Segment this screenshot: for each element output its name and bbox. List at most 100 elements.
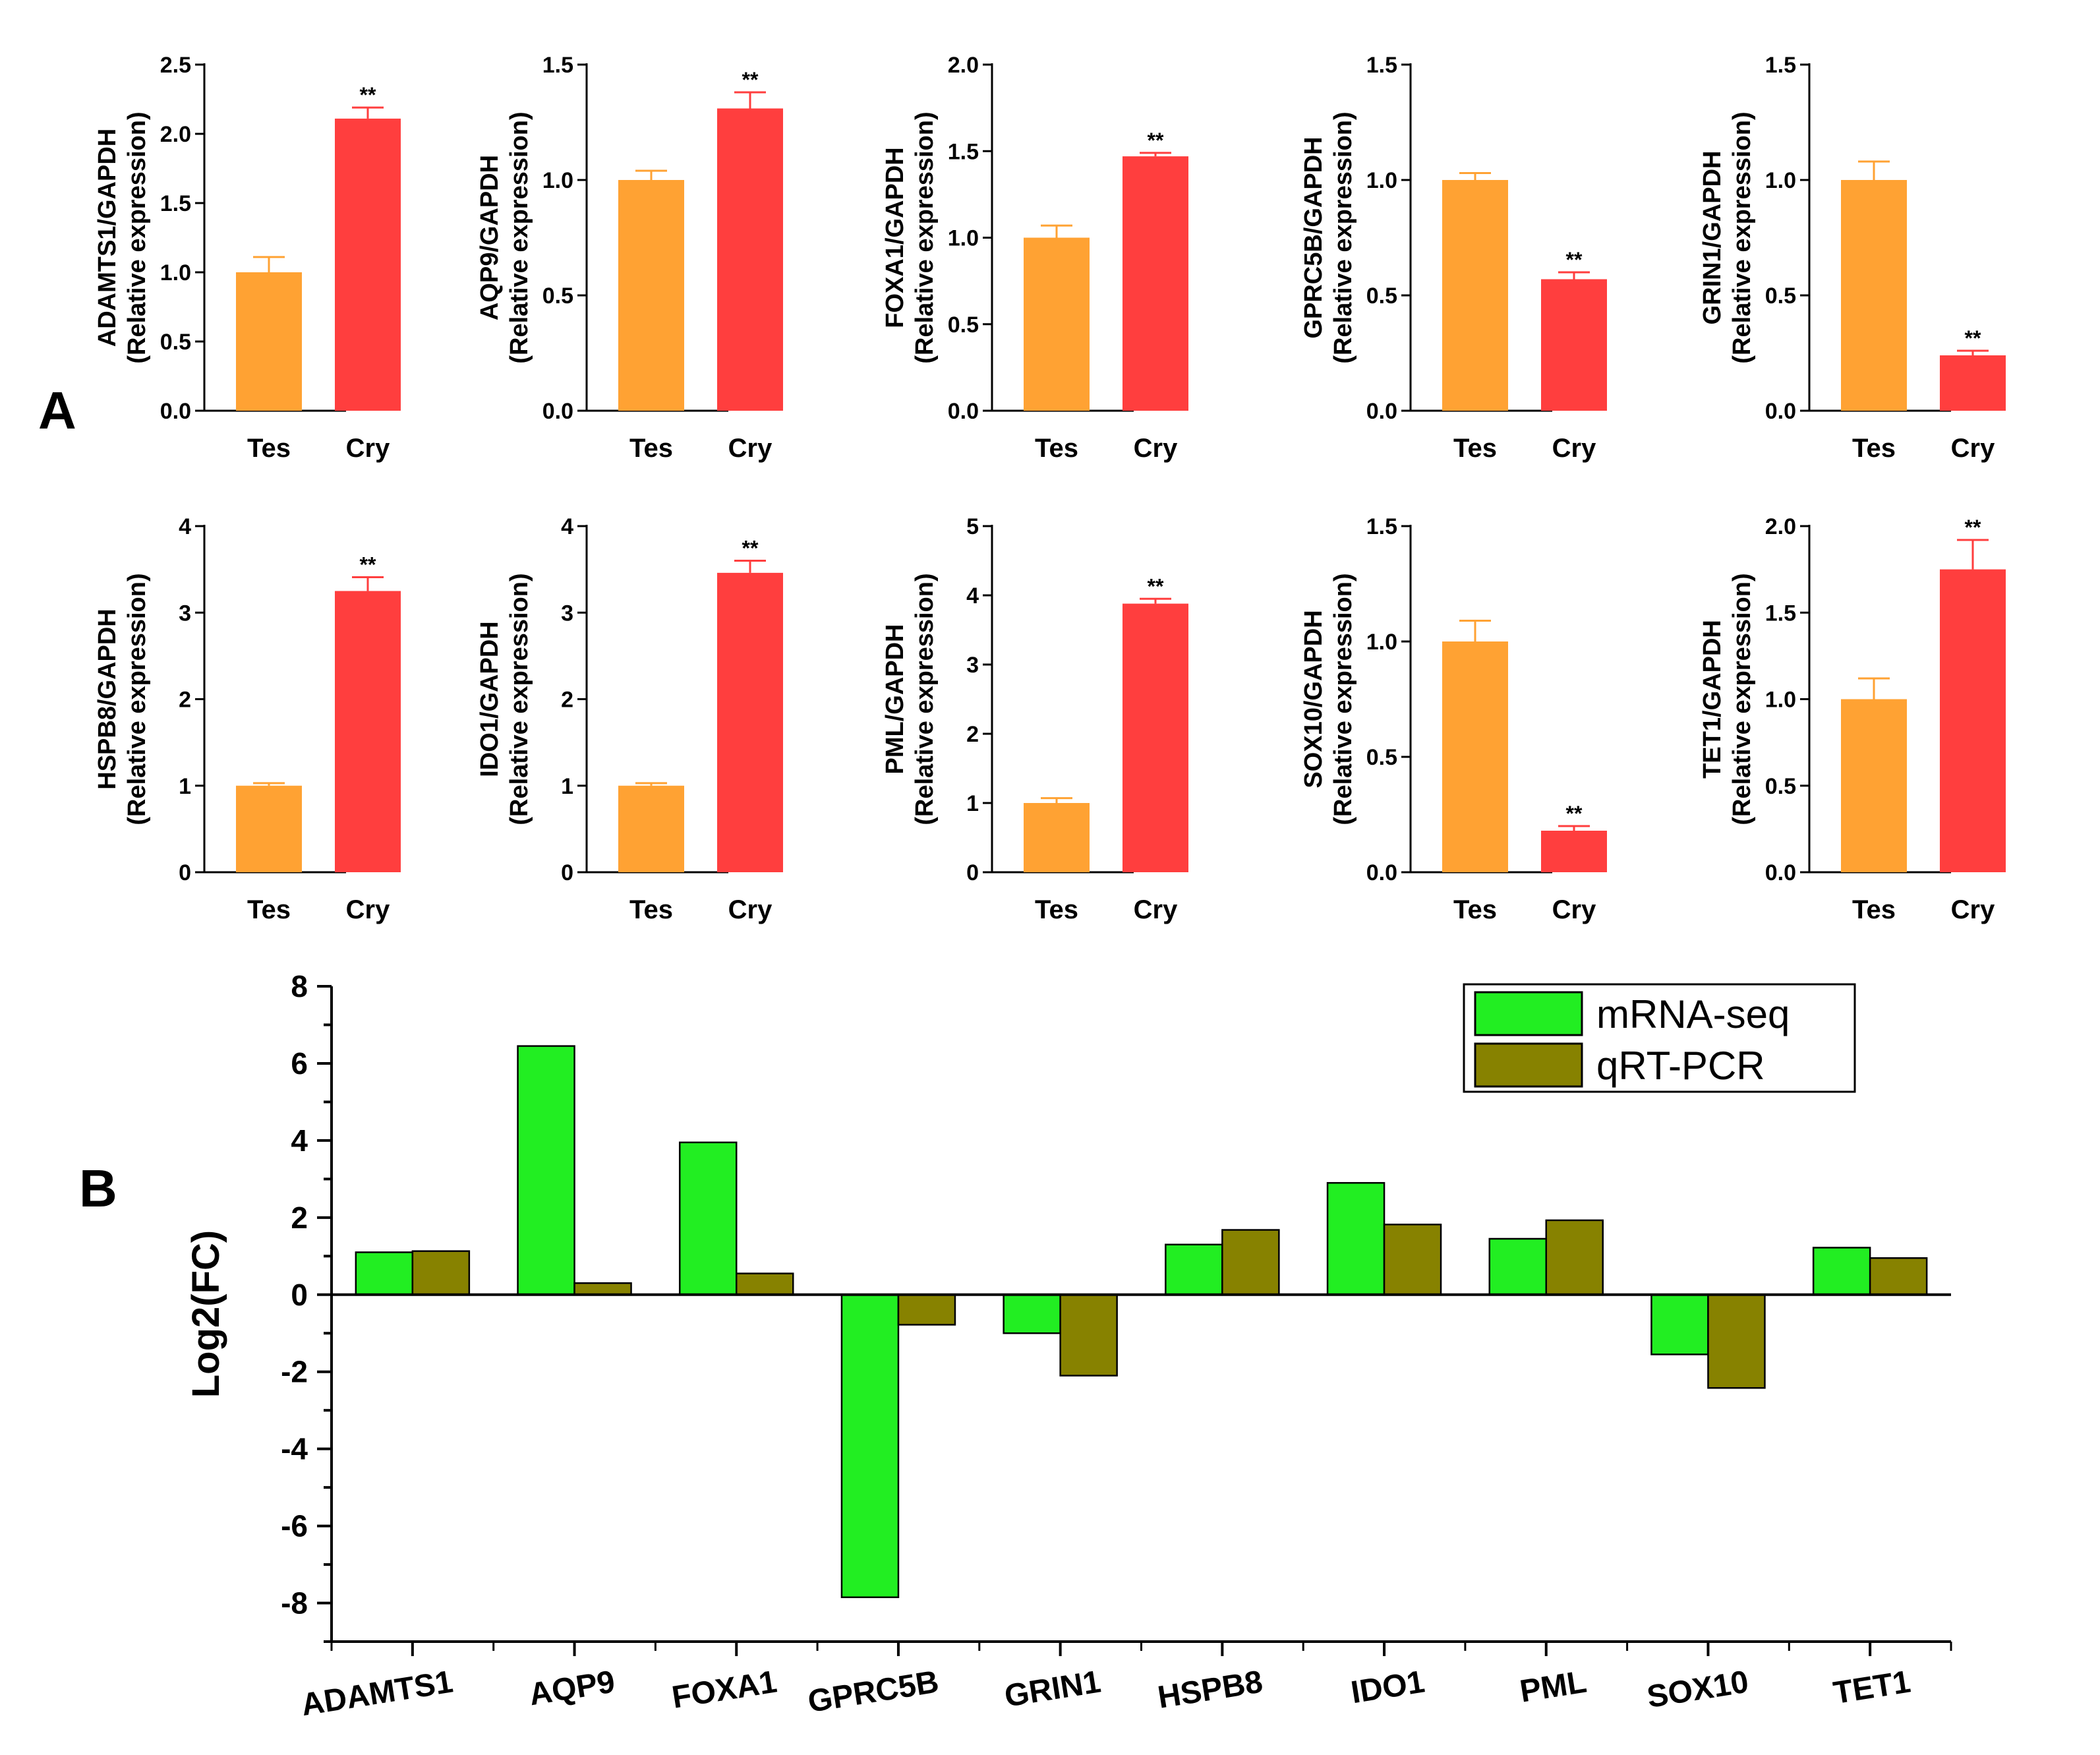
y-tick-label: 1.0: [542, 168, 573, 193]
significance-marker: **: [742, 537, 759, 560]
y-tick-label: 0.0: [948, 399, 979, 424]
bar-chart-7: 0 1 2 3 4 Tes ** Cry IDO1/GAPDH (Relative express…: [476, 514, 783, 924]
y-tick-label: 1.0: [1366, 630, 1397, 655]
bar-cry: [1940, 569, 2006, 872]
y-tick-label: -8: [281, 1586, 308, 1621]
legend-swatch-mrna-seq: [1474, 991, 1583, 1036]
y-tick-label: 0.0: [160, 399, 191, 424]
y-tick-label: 0.0: [1366, 399, 1397, 424]
y-tick-label: 4: [179, 514, 191, 539]
y-tick-label: 5: [966, 514, 979, 539]
bar-tes: [1442, 180, 1508, 411]
y-tick-label: 0.0: [542, 399, 573, 424]
y-tick-label: 2: [179, 688, 191, 713]
significance-marker: **: [1566, 802, 1583, 825]
y-tick-label: 1.0: [1765, 168, 1796, 193]
x-tick-label: Tes: [1852, 895, 1896, 924]
panel-label-a: A: [38, 381, 76, 440]
x-tick-label: Tes: [1035, 895, 1078, 924]
y-tick-label: 0: [561, 860, 573, 885]
bar-mrna-seq-grin1: [1003, 1294, 1061, 1334]
x-tick-label: Tes: [1035, 434, 1078, 463]
bar-mrna-seq-pml: [1488, 1237, 1547, 1296]
legend-label: qRT-PCR: [1596, 1044, 1765, 1088]
bar-cry: [1541, 831, 1607, 872]
x-tick-label: Cry: [346, 895, 390, 924]
bar-qrt-pcr-gprc5b: [897, 1294, 956, 1326]
y-axis-label: FOXA1/GAPDH: [881, 147, 909, 328]
y-tick-label: 0.0: [1765, 399, 1796, 424]
y-tick-label: 1.5: [948, 139, 979, 164]
bar-qrt-pcr-adamts1: [411, 1250, 471, 1296]
bar-cry: [335, 591, 401, 872]
x-tick-label: Cry: [1552, 895, 1596, 924]
x-tick-label: Tes: [1453, 434, 1497, 463]
y-axis-label-sub: (Relative expression): [506, 111, 533, 363]
bar-tes: [1841, 699, 1907, 872]
significance-marker: **: [1965, 326, 1981, 350]
bar-tes: [1024, 803, 1090, 872]
x-tick-label: Tes: [247, 895, 291, 924]
x-tick-label: Tes: [1453, 895, 1497, 924]
y-tick-label: 3: [966, 653, 979, 678]
y-tick-label: 2.0: [1765, 514, 1796, 539]
y-tick-label: 0.5: [542, 283, 573, 309]
bar-cry: [1940, 355, 2006, 411]
bar-qrt-pcr-pml: [1545, 1219, 1604, 1296]
x-tick-label: Cry: [728, 434, 773, 463]
y-axis-label-sub: (Relative expression): [1329, 573, 1357, 825]
panel-label-b: B: [79, 1159, 117, 1218]
x-tick-label: Cry: [1552, 434, 1596, 463]
x-tick-label: Cry: [1134, 434, 1178, 463]
y-tick-label: 2.5: [160, 53, 191, 78]
bar-cry: [1541, 279, 1607, 411]
bar-chart-1: 0.0 0.5 1.0 1.5 2.0 2.5 Tes ** Cry ADAMTS1/GAPDH(…: [94, 53, 401, 463]
bar-chart-3: 0.0 0.5 1.0 1.5 2.0 Tes ** Cry FOXA1/GAPDH (Relat…: [881, 53, 1188, 463]
y-axis-label-sub: (Relative expression): [506, 573, 533, 825]
y-tick-label: 2.0: [160, 122, 191, 147]
bar-mrna-seq-aqp9: [517, 1045, 575, 1296]
y-tick-label: 0.0: [1366, 860, 1397, 885]
y-tick-label: 2: [561, 688, 573, 713]
y-tick-label: 1: [966, 791, 979, 816]
bar-mrna-seq-foxa1: [679, 1141, 738, 1296]
bar-tes: [1024, 237, 1090, 411]
y-tick-label: 1.5: [1366, 514, 1397, 539]
significance-marker: **: [360, 83, 376, 107]
significance-marker: **: [360, 552, 376, 576]
bar-chart-8: 0 1 2 3 4 5 Tes ** Cry PML/GAPDH (Relative express…: [881, 514, 1188, 924]
bar-tes: [1841, 180, 1907, 411]
y-tick-label: 2.0: [948, 53, 979, 78]
y-axis-label: HSPB8/GAPDH: [94, 609, 121, 790]
y-axis-label-sub: (Relative expression): [1728, 111, 1756, 363]
bar-qrt-pcr-hspb8: [1221, 1229, 1280, 1296]
y-tick-label: 0.5: [1765, 774, 1796, 799]
legend-swatch-qrt-pcr: [1474, 1042, 1583, 1088]
bar-cry: [717, 572, 783, 872]
x-tick-label: Cry: [346, 434, 390, 463]
y-tick-label: 1.5: [1765, 601, 1796, 626]
y-tick-label: 1.0: [1366, 168, 1397, 193]
x-tick-label: Cry: [1951, 895, 1995, 924]
bar-chart-5: 0.0 0.5 1.0 1.5 Tes ** Cry GRIN1/GAPDH (Relative…: [1699, 53, 2006, 463]
bar-chart-2: 0.0 0.5 1.0 1.5 Tes ** Cry AQP9/GAPDH (Relative …: [476, 53, 783, 463]
significance-marker: **: [1566, 248, 1583, 272]
y-tick-label: 1: [561, 774, 573, 799]
y-tick-label: 1.5: [160, 191, 191, 216]
bar-qrt-pcr-tet1: [1869, 1257, 1928, 1296]
y-tick-label: 1.5: [1366, 53, 1397, 78]
y-tick-label: 0.5: [1765, 283, 1796, 309]
y-tick-label: 0.5: [160, 330, 191, 355]
y-tick-label: 6: [291, 1046, 308, 1081]
bar-chart-6: 0 1 2 3 4 Tes ** Cry HSPB8/GAPDH (Relative expres…: [94, 514, 401, 924]
bar-qrt-pcr-grin1: [1059, 1294, 1118, 1377]
y-axis-label: SOX10/GAPDH: [1300, 610, 1327, 788]
x-tick-label: Tes: [1852, 434, 1896, 463]
bar-mrna-seq-gprc5b: [840, 1294, 900, 1599]
bar-qrt-pcr-foxa1: [736, 1272, 794, 1296]
y-tick-label: 1.0: [1765, 688, 1796, 713]
y-tick-label: 0.5: [1366, 745, 1397, 770]
legend-label: mRNA-seq: [1596, 992, 1790, 1036]
y-axis-label: ADAMTS1/GAPDH: [94, 129, 121, 347]
